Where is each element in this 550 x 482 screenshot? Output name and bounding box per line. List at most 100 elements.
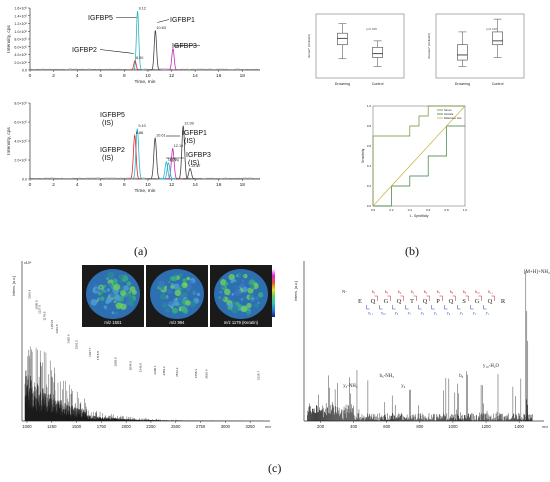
- x-tick-label: 1250: [47, 424, 57, 429]
- msi-image-2: m/z 994: [146, 265, 208, 327]
- peak-arrow: [157, 19, 170, 23]
- x-tick-label: 0.4: [408, 208, 413, 212]
- msi-pixel: [182, 278, 187, 283]
- y-ion-bracket: [418, 305, 422, 310]
- x-tick-label: 16: [216, 73, 222, 79]
- msi-pixel: [245, 309, 252, 316]
- peak-rt-label: 11.74: [169, 158, 178, 162]
- msi-pixel: [232, 304, 239, 311]
- peak-rt-label: 11.56: [167, 157, 176, 161]
- msi-pixel: [221, 285, 225, 288]
- precursor-label: [M+H]+NH₃: [524, 270, 550, 275]
- b-ion-bracket: [465, 295, 469, 301]
- b-ion-label: b₄: [398, 289, 402, 294]
- peak-rt-label: 12.99: [184, 121, 194, 125]
- y-tick-label: 6.0×10⁵: [14, 121, 27, 125]
- msi-image-label: m/z 1501: [104, 320, 122, 325]
- msi-pixel: [219, 298, 222, 301]
- y-ion-label: y₇: [408, 310, 412, 315]
- y-ion-label: y₆: [421, 310, 425, 315]
- y-ion-bracket: [405, 305, 409, 310]
- peak-trace: [182, 168, 198, 180]
- y-tick-label: 0.0: [22, 69, 27, 73]
- msi-pixel: [241, 279, 245, 283]
- msi-pixel: [224, 288, 231, 295]
- y-ion-label: y₅: [434, 310, 438, 315]
- y-axis-title: Intensity, cps: [6, 127, 12, 155]
- y-ion-bracket: [444, 305, 448, 310]
- msi-pixel: [165, 308, 170, 313]
- boxplot-serum: Drowning Control p=0.005 Serum* (Units/ml): [307, 13, 405, 86]
- category-label: Control: [492, 82, 504, 86]
- y-axis-title: Sensitivity: [361, 148, 365, 163]
- peak-trace: [165, 147, 181, 180]
- sequence-residue: P: [436, 298, 440, 305]
- y-ion-label: y₄: [447, 310, 451, 315]
- msi-pixel: [107, 271, 115, 279]
- msi-pixel: [241, 307, 244, 310]
- x-tick-label: 2: [52, 182, 55, 188]
- y-tick-label: 1.0×10⁶: [14, 30, 27, 34]
- peak-trace: [147, 136, 163, 180]
- peak-trace: [148, 30, 162, 71]
- y-scale-note: x10⁴: [24, 261, 32, 265]
- y-axis-title: Serum* (Units/ml): [307, 34, 311, 58]
- peak-mz-label: 1095.5: [34, 300, 38, 310]
- b-ion-label: b₉: [463, 289, 467, 294]
- x-tick-label: 3250: [245, 424, 255, 429]
- x-tick-label: 2250: [146, 424, 156, 429]
- peak-mz-label: 1179.5: [43, 311, 47, 320]
- msi-pixel: [235, 274, 239, 277]
- n-term-label: N-: [342, 289, 347, 294]
- msi-pixel: [103, 305, 107, 309]
- msi-pixel: [220, 279, 227, 286]
- sequence-residue: Q: [488, 298, 493, 305]
- x-tick-label: 16: [216, 182, 222, 188]
- x-axis-title: 1 - Specificity: [410, 214, 429, 218]
- msi-pixel: [218, 296, 221, 299]
- msi-pixel: [177, 297, 183, 303]
- x-tick-label: 6: [99, 182, 102, 188]
- msi-pixel: [157, 280, 165, 288]
- b-ion-label: b₁₀: [475, 289, 480, 294]
- legend-entry: Reference Line: [444, 116, 462, 120]
- x-tick-label: 12: [169, 73, 175, 79]
- baseline-trace: [29, 177, 261, 179]
- msi-pixel: [103, 284, 106, 288]
- sequence-residue: T: [410, 298, 414, 305]
- msi-pixel: [225, 282, 229, 286]
- msi-pixel: [163, 289, 166, 292]
- x-tick-label: 2: [52, 73, 55, 79]
- msi-pixel: [97, 291, 102, 296]
- b-ion-label: b₆: [424, 289, 428, 294]
- msi-pixel: [112, 278, 118, 284]
- peak-label-is: (IS): [102, 120, 113, 127]
- msi-pixel: [186, 276, 190, 280]
- fragment-ion-label: y₆: [401, 384, 405, 389]
- y-axis-title: Intensity, cps: [6, 25, 12, 53]
- msi-pixel: [177, 302, 180, 306]
- x-tick-label: 0.8: [445, 208, 450, 212]
- spectrum-sticks: [307, 271, 533, 421]
- msi-pixel: [257, 301, 260, 304]
- msi-pixel: [164, 285, 168, 288]
- x-tick-label: 0.6: [426, 208, 431, 212]
- spectrum-sticks: [24, 346, 263, 421]
- msi-pixel: [113, 283, 121, 291]
- x-tick-label: 18: [240, 73, 246, 79]
- b-ion-label: b₇: [437, 289, 441, 294]
- msi-pixel: [247, 287, 254, 294]
- msi-pixel: [162, 302, 168, 308]
- msi-pixel: [231, 292, 235, 296]
- msi-pixel: [100, 296, 105, 301]
- peak-mz-label: 2044.0: [129, 361, 133, 371]
- x-tick-label: 1000: [22, 424, 32, 429]
- msi-pixel: [114, 294, 121, 302]
- peak-rt-label: 9.12: [139, 7, 146, 11]
- b-ion-bracket: [426, 295, 430, 301]
- msi-pixel: [129, 302, 135, 307]
- colorbar: [272, 269, 275, 317]
- y-ion-label: y₁₀: [381, 310, 386, 315]
- peak-label-igfbp2: IGFBP2: [72, 47, 97, 54]
- msi-pixel: [111, 311, 115, 315]
